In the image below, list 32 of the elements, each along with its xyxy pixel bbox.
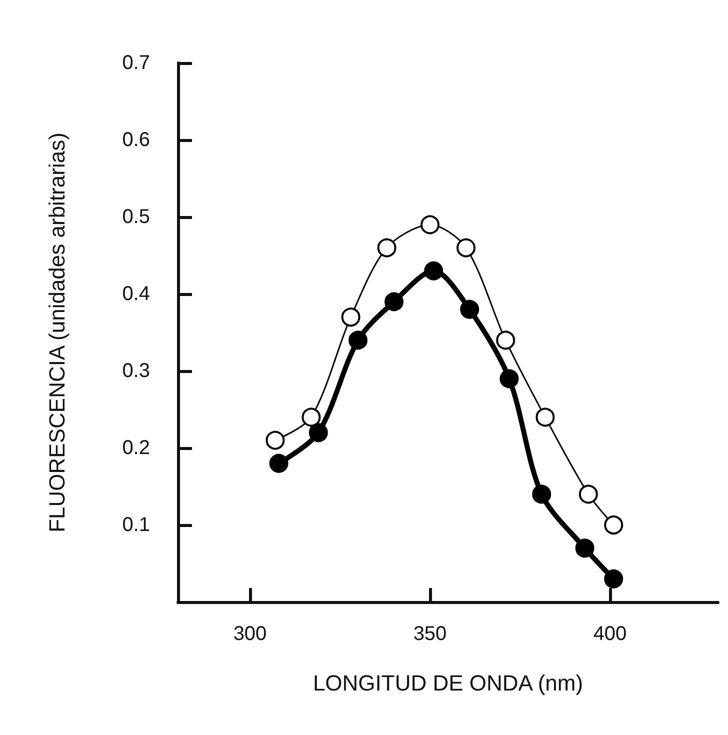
y-tick-label: 0.7 [122, 52, 150, 74]
point [578, 484, 598, 504]
point [460, 300, 480, 319]
x-tick-label: 300 [233, 623, 267, 645]
point [532, 484, 552, 504]
x-tick-label: 350 [413, 623, 447, 645]
y-tick-label: 0.2 [122, 437, 150, 459]
point [424, 261, 444, 280]
y-tick-label: 0.3 [122, 360, 150, 382]
point [456, 238, 476, 258]
point [341, 308, 360, 327]
point [302, 408, 321, 427]
point [500, 369, 519, 388]
point [377, 238, 396, 258]
y-tick-label: 0.5 [122, 206, 150, 228]
point [308, 423, 328, 442]
point [496, 330, 516, 350]
y-tick-label: 0.4 [122, 283, 150, 305]
x-axis-title: LONGITUD DE ONDA (nm) [312, 670, 584, 696]
point [269, 454, 288, 473]
point [384, 292, 404, 312]
point [266, 430, 285, 450]
point [536, 408, 555, 427]
point [348, 330, 368, 350]
point [604, 569, 624, 588]
point [575, 538, 594, 558]
y-axis-title: FLUORESCENCIA (unidades arbitrarias) [44, 132, 70, 532]
point [420, 215, 440, 234]
y-tick-label: 0.1 [122, 514, 150, 536]
point [604, 516, 624, 534]
y-tick-label: 0.6 [122, 129, 150, 151]
x-tick-label: 400 [593, 623, 627, 645]
